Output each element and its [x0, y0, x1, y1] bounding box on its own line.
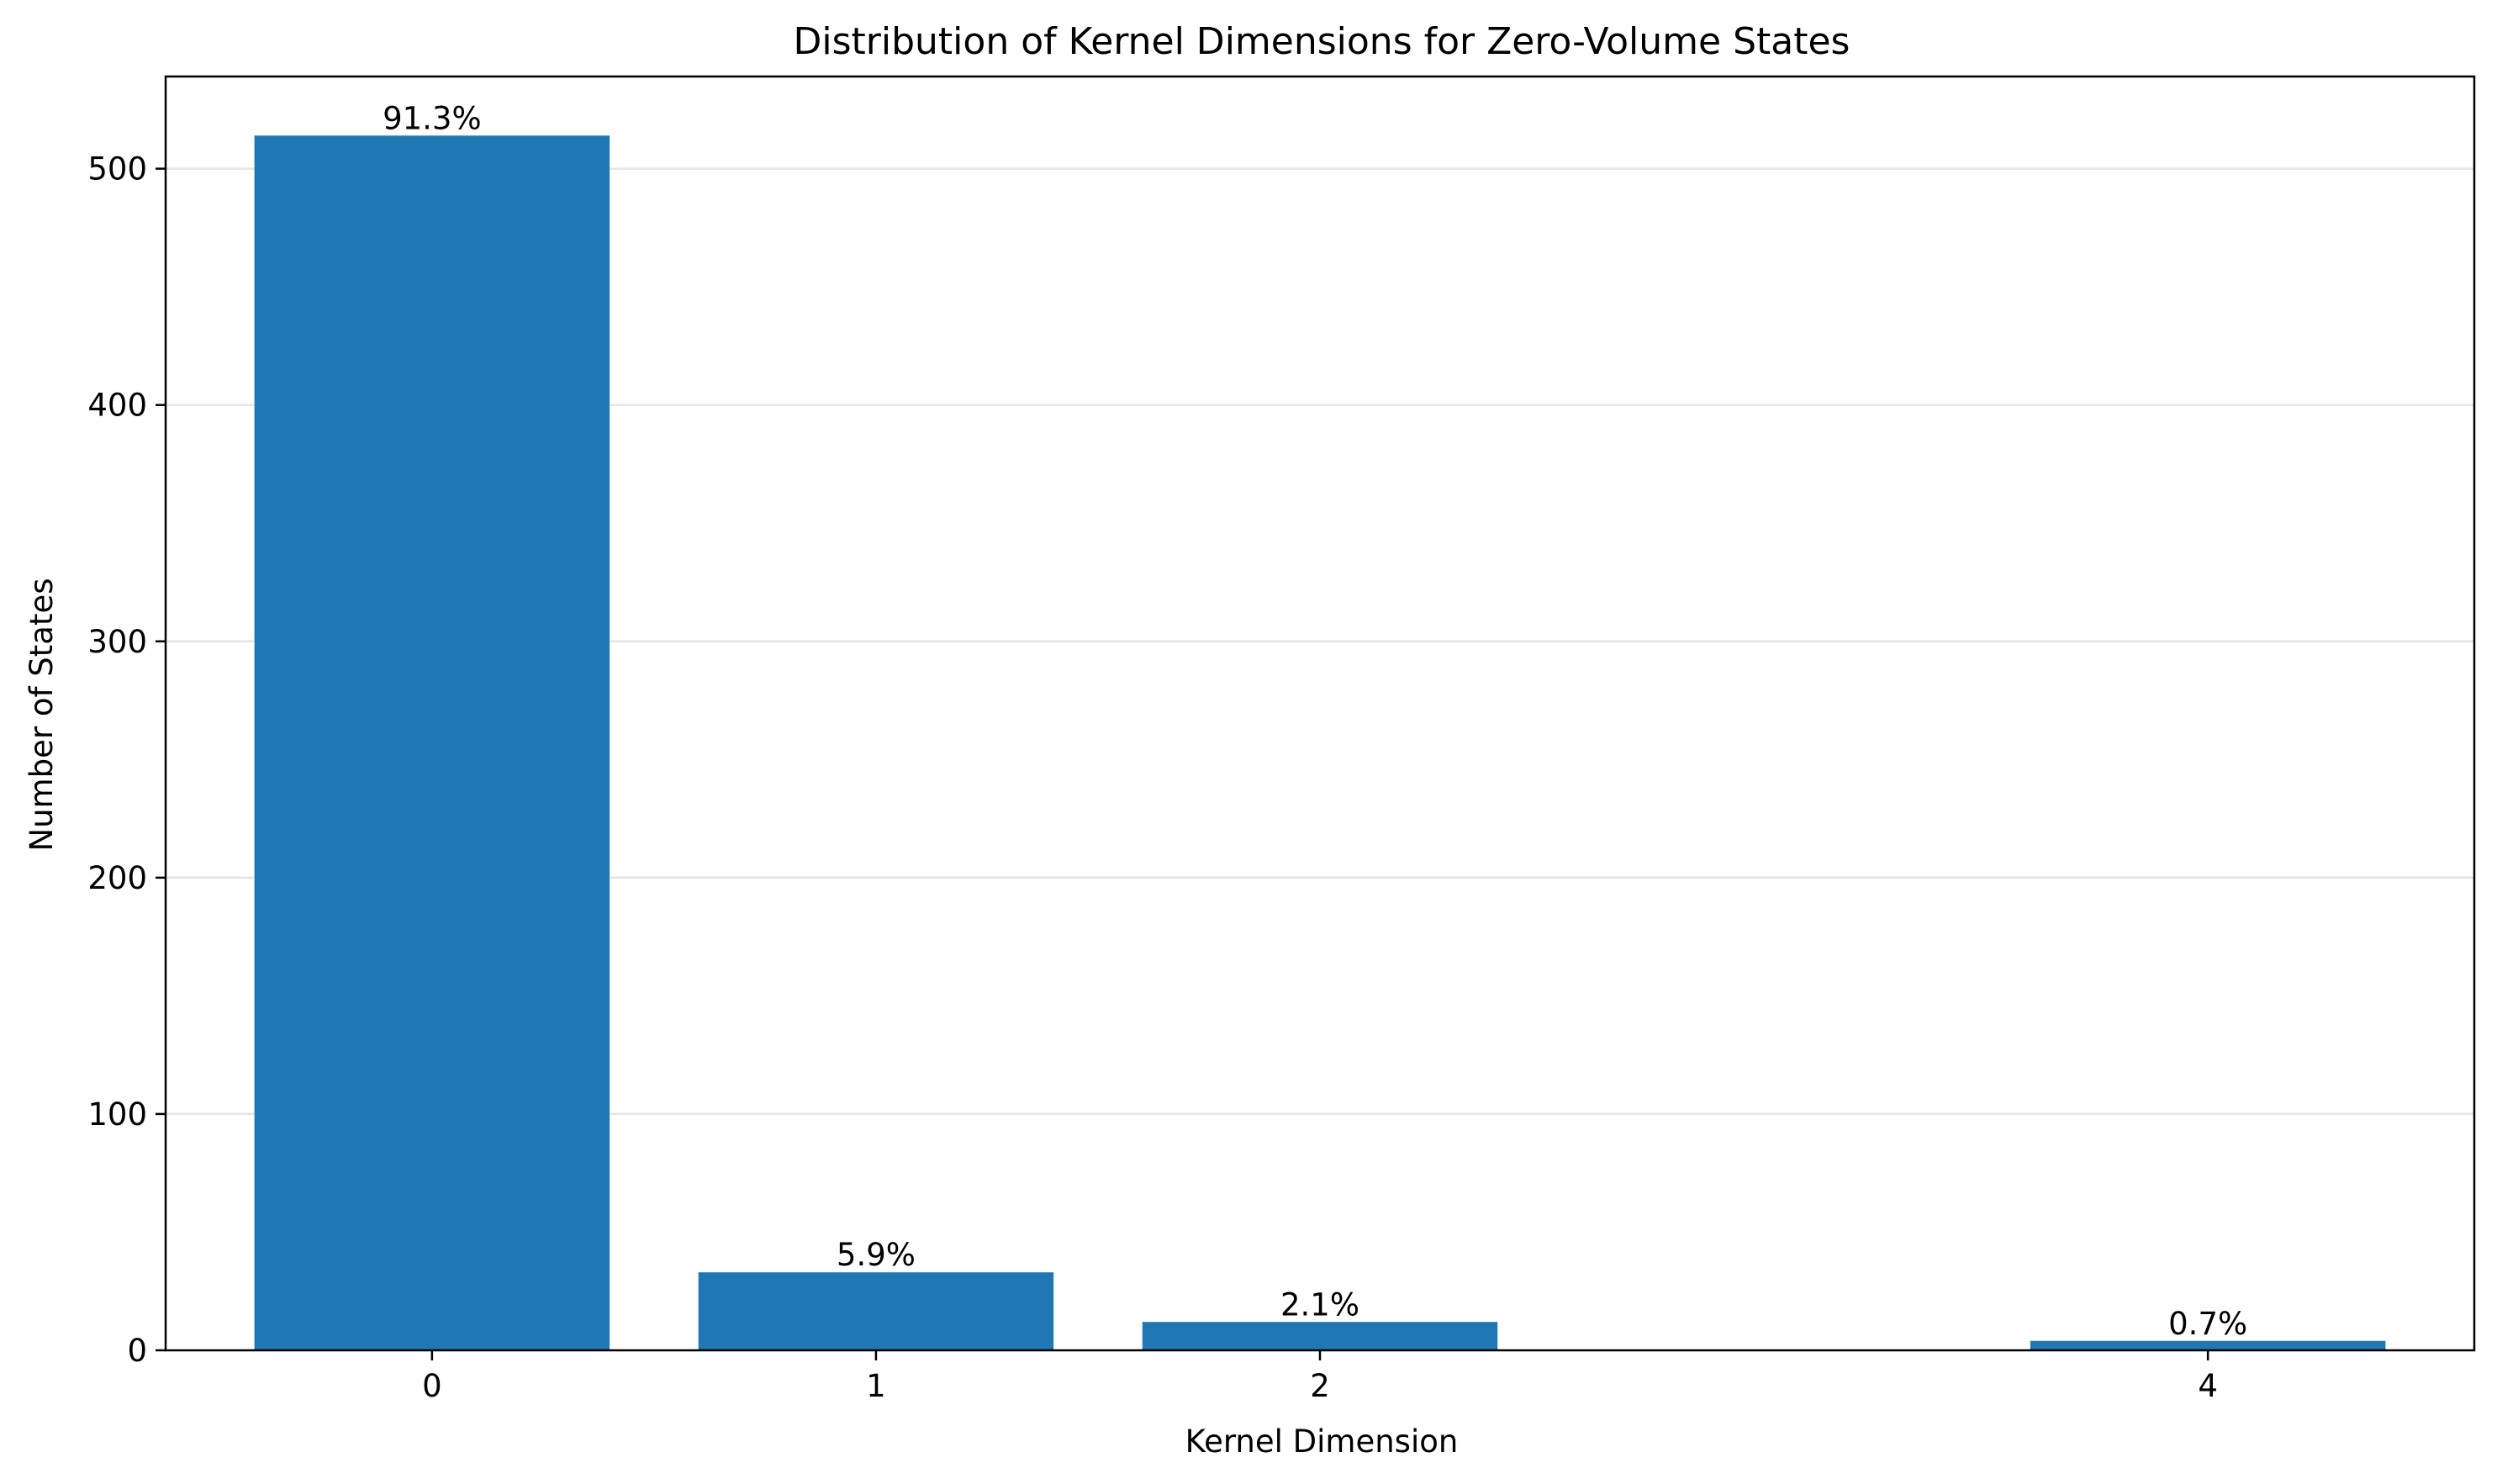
y-tick-label: 300 — [87, 624, 147, 660]
x-tick-label: 4 — [2198, 1368, 2218, 1404]
y-tick-label: 400 — [87, 388, 147, 424]
y-tick-label: 0 — [127, 1333, 147, 1369]
y-tick-label: 500 — [87, 151, 147, 187]
y-axis-label: Number of States — [24, 578, 60, 851]
y-axis-ticks: 0 100 200 300 400 500 — [87, 151, 166, 1369]
bar-data-label: 5.9% — [837, 1237, 916, 1273]
bar — [2030, 1340, 2386, 1350]
bar — [698, 1272, 1054, 1350]
bar-data-label: 2.1% — [1280, 1286, 1359, 1323]
x-axis-ticks: 0 1 2 4 — [422, 1350, 2218, 1404]
chart-title: Distribution of Kernel Dimensions for Ze… — [794, 20, 1850, 63]
bar — [254, 135, 610, 1350]
bar — [1142, 1322, 1498, 1350]
x-tick-label: 0 — [422, 1368, 442, 1404]
bar-data-label: 91.3% — [383, 100, 482, 136]
x-tick-label: 2 — [1310, 1368, 1330, 1404]
bar-data-label: 0.7% — [2168, 1306, 2247, 1342]
bars — [254, 135, 2386, 1350]
y-tick-label: 100 — [87, 1096, 147, 1133]
x-axis-label: Kernel Dimension — [1185, 1423, 1459, 1460]
y-tick-label: 200 — [87, 860, 147, 896]
data-labels: 91.3% 5.9% 2.1% 0.7% — [383, 100, 2247, 1341]
x-tick-label: 1 — [866, 1368, 886, 1404]
